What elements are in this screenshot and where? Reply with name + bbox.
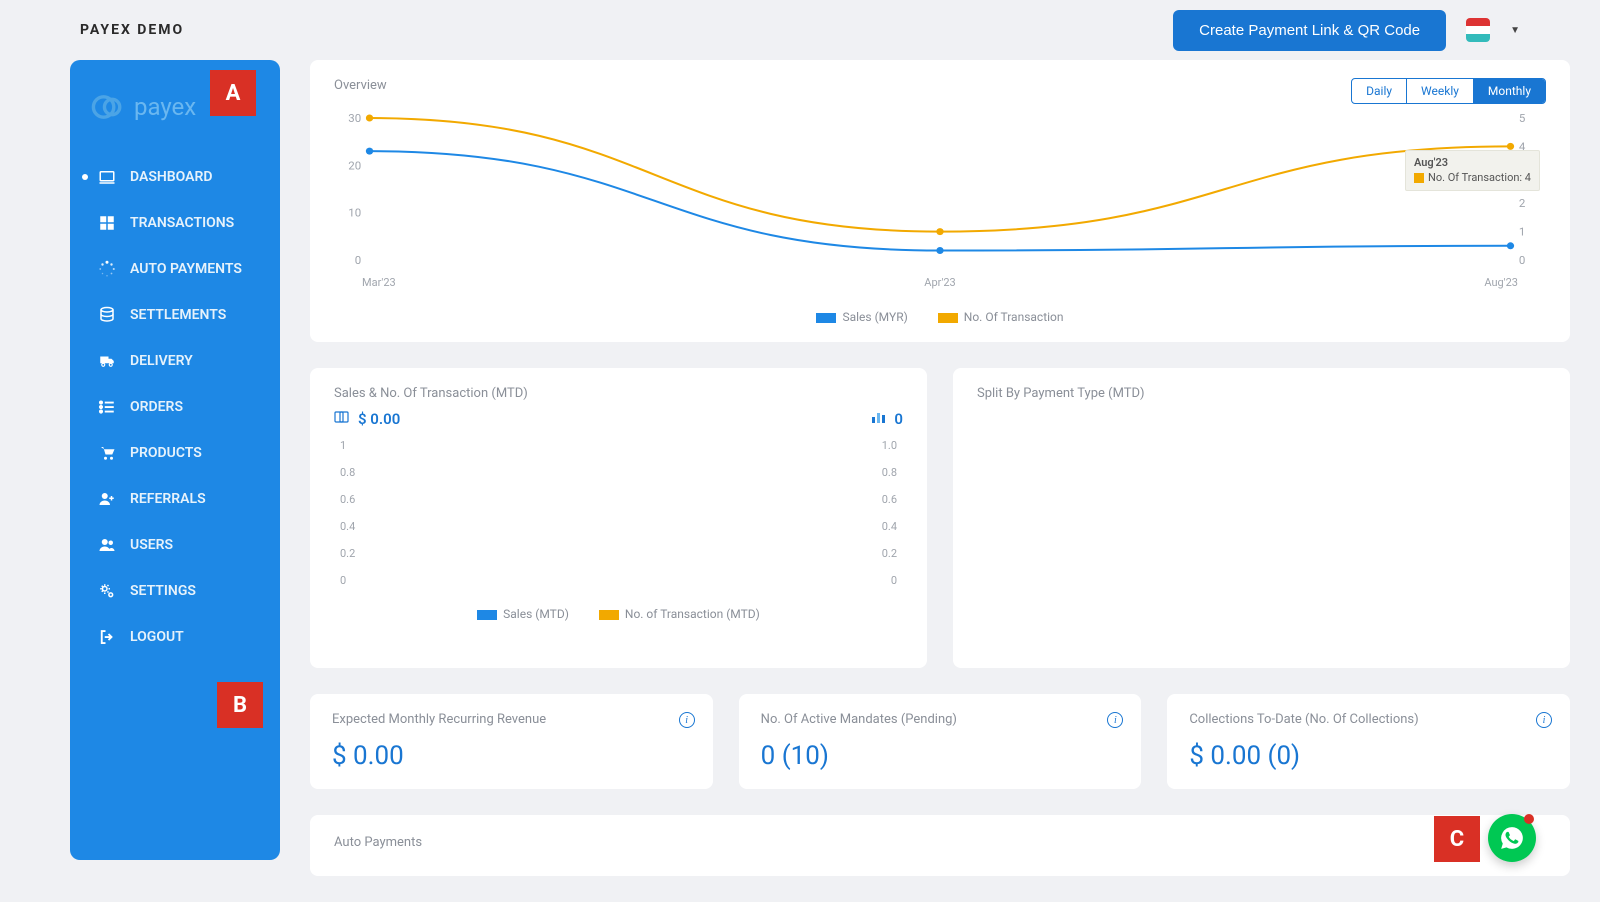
mtd-txn: 0 (870, 409, 903, 429)
overview-card: Overview DailyWeeklyMonthly 302010054321… (310, 60, 1570, 342)
annotation-a: A (210, 70, 256, 116)
stat-title: No. Of Active Mandates (Pending) (761, 712, 1120, 727)
stat-value: $ 0.00 (0) (1189, 741, 1548, 771)
split-title: Split By Payment Type (MTD) (977, 386, 1546, 401)
mini-axis-row: 11.0 (334, 439, 903, 452)
mini-axis-row: 0.80.8 (334, 466, 903, 479)
tab-monthly[interactable]: Monthly (1473, 79, 1545, 103)
mtd-title: Sales & No. Of Transaction (MTD) (334, 386, 903, 401)
tab-weekly[interactable]: Weekly (1406, 79, 1473, 103)
mini-axis-row: 0.60.6 (334, 493, 903, 506)
svg-text:1: 1 (1519, 226, 1525, 239)
useradd-icon (98, 490, 116, 508)
x-label: Aug'23 (1484, 276, 1518, 289)
split-card: Split By Payment Type (MTD) (953, 368, 1570, 668)
overview-title: Overview (334, 78, 387, 93)
overview-chart: 3020100543210 Mar'23 Apr'23 Aug'23 Aug'2… (334, 112, 1546, 302)
nav-label: PRODUCTS (130, 445, 202, 461)
nav-label: AUTO PAYMENTS (130, 261, 242, 277)
overview-legend: Sales (MYR) No. Of Transaction (334, 310, 1546, 324)
cart-icon (98, 444, 116, 462)
logo-text: payex (134, 93, 196, 121)
sidebar-item-settlements[interactable]: SETTLEMENTS (70, 292, 280, 338)
stat-value: $ 0.00 (332, 741, 691, 771)
users-icon (98, 536, 116, 554)
create-payment-button[interactable]: Create Payment Link & QR Code (1173, 10, 1446, 51)
sidebar-item-users[interactable]: USERS (70, 522, 280, 568)
info-icon[interactable]: i (679, 712, 695, 728)
cogs-icon (98, 582, 116, 600)
spinner-icon (98, 260, 116, 278)
nav-label: DELIVERY (130, 353, 193, 369)
mini-axis-row: 0.40.4 (334, 520, 903, 533)
stat-collections: Collections To-Date (No. Of Collections)… (1167, 694, 1570, 789)
svg-text:10: 10 (348, 207, 361, 220)
period-tabs: DailyWeeklyMonthly (1351, 78, 1546, 104)
annotation-c: C (1434, 816, 1480, 862)
stat-title: Collections To-Date (No. Of Collections) (1189, 712, 1548, 727)
list-icon (98, 398, 116, 416)
stat-revenue: Expected Monthly Recurring Revenue i $ 0… (310, 694, 713, 789)
nav-label: REFERRALS (130, 491, 206, 507)
nav-label: TRANSACTIONS (130, 215, 234, 231)
nav-label: DASHBOARD (130, 169, 213, 185)
logo-icon (90, 90, 124, 124)
svg-text:0: 0 (1519, 254, 1525, 267)
chart-tooltip: Aug'23 No. Of Transaction: 4 (1405, 150, 1540, 191)
sidebar-item-auto-payments[interactable]: AUTO PAYMENTS (70, 246, 280, 292)
stat-value: 0 (10) (761, 741, 1120, 771)
mini-axis-row: 00 (334, 574, 903, 587)
svg-text:20: 20 (348, 160, 361, 173)
laptop-icon (98, 168, 116, 186)
info-icon[interactable]: i (1107, 712, 1123, 728)
mini-axis-row: 0.20.2 (334, 547, 903, 560)
sidebar-item-dashboard[interactable]: DASHBOARD (70, 154, 280, 200)
sidebar-item-transactions[interactable]: TRANSACTIONS (70, 200, 280, 246)
stat-mandates: No. Of Active Mandates (Pending) i 0 (10… (739, 694, 1142, 789)
sidebar-item-referrals[interactable]: REFERRALS (70, 476, 280, 522)
mtd-legend: Sales (MTD) No. of Transaction (MTD) (334, 607, 903, 621)
logout-icon (98, 628, 116, 646)
mtd-card: Sales & No. Of Transaction (MTD) $ 0.00 … (310, 368, 927, 668)
x-label: Apr'23 (924, 276, 955, 289)
money-icon (334, 409, 350, 429)
mtd-sales: $ 0.00 (334, 409, 400, 429)
grid-icon (98, 214, 116, 232)
x-label: Mar'23 (362, 276, 396, 289)
annotation-b: B (217, 682, 263, 728)
auto-payments-title: Auto Payments (334, 835, 1546, 850)
nav-label: ORDERS (130, 399, 183, 415)
nav-label: SETTINGS (130, 583, 196, 599)
chevron-down-icon[interactable]: ▼ (1510, 25, 1520, 36)
svg-text:2: 2 (1519, 197, 1525, 210)
nav-label: SETTLEMENTS (130, 307, 226, 323)
nav-label: USERS (130, 537, 173, 553)
sidebar-item-delivery[interactable]: DELIVERY (70, 338, 280, 384)
brand-title: PAYEX DEMO (80, 22, 184, 38)
sidebar-item-logout[interactable]: LOGOUT (70, 614, 280, 660)
db-icon (98, 306, 116, 324)
info-icon[interactable]: i (1536, 712, 1552, 728)
truck-icon (98, 352, 116, 370)
sidebar-item-orders[interactable]: ORDERS (70, 384, 280, 430)
tab-daily[interactable]: Daily (1352, 79, 1406, 103)
sidebar-item-settings[interactable]: SETTINGS (70, 568, 280, 614)
sidebar-item-products[interactable]: PRODUCTS (70, 430, 280, 476)
sidebar: payex DASHBOARD TRANSACTIONS AUTO PAYMENTS… (70, 60, 280, 860)
svg-text:30: 30 (348, 112, 361, 125)
stat-title: Expected Monthly Recurring Revenue (332, 712, 691, 727)
svg-text:0: 0 (355, 254, 361, 267)
bars-icon (870, 409, 886, 429)
svg-text:5: 5 (1519, 112, 1525, 125)
auto-payments-card: Auto Payments (310, 815, 1570, 876)
whatsapp-button[interactable] (1488, 814, 1536, 862)
avatar[interactable] (1466, 18, 1490, 42)
main-content: Overview DailyWeeklyMonthly 302010054321… (310, 60, 1570, 902)
nav-label: LOGOUT (130, 629, 184, 645)
